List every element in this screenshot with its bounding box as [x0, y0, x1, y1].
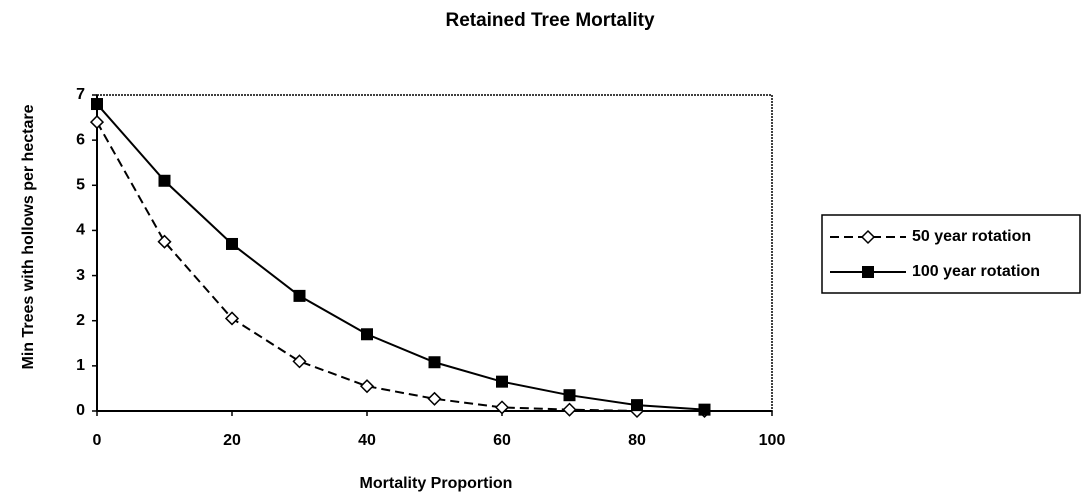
marker — [494, 400, 510, 415]
marker — [224, 311, 240, 326]
y-tick-label: 4 — [76, 222, 85, 239]
x-tick-label: 100 — [759, 432, 786, 449]
legend-label: 100 year rotation — [912, 263, 1040, 280]
chart-title: Retained Tree Mortality — [445, 10, 654, 31]
y-tick-label: 6 — [76, 131, 85, 148]
x-tick-label: 0 — [93, 432, 102, 449]
y-tick-label: 5 — [76, 177, 85, 194]
marker — [359, 379, 375, 394]
marker — [428, 356, 441, 369]
marker — [496, 375, 508, 388]
x-tick-label: 20 — [223, 432, 241, 449]
y-tick-label: 2 — [76, 312, 85, 329]
y-tick-label: 3 — [76, 267, 85, 284]
legend-marker — [862, 266, 874, 278]
marker — [226, 237, 238, 250]
x-tick-label: 40 — [358, 432, 376, 449]
marker — [631, 399, 643, 412]
series-line — [96, 103, 705, 411]
marker — [562, 402, 577, 417]
x-axis-label: Mortality Proportion — [360, 475, 513, 492]
marker — [157, 234, 172, 249]
marker — [293, 289, 306, 302]
legend-label: 50 year rotation — [912, 228, 1031, 245]
legend-box — [821, 214, 1081, 294]
marker — [292, 354, 307, 369]
marker — [158, 174, 171, 187]
series-line — [96, 121, 705, 412]
y-axis-label: Min Trees with hollows per hectare — [20, 104, 37, 370]
y-tick-label: 7 — [76, 86, 85, 103]
y-tick-label: 1 — [76, 357, 85, 374]
x-tick-label: 60 — [493, 432, 511, 449]
marker — [91, 98, 103, 111]
marker — [89, 115, 105, 130]
marker — [361, 328, 373, 341]
y-tick-label: 0 — [76, 402, 85, 419]
marker — [698, 403, 711, 416]
marker — [563, 389, 576, 402]
marker — [427, 391, 442, 406]
x-tick-label: 80 — [628, 432, 646, 449]
legend-marker — [860, 229, 876, 245]
